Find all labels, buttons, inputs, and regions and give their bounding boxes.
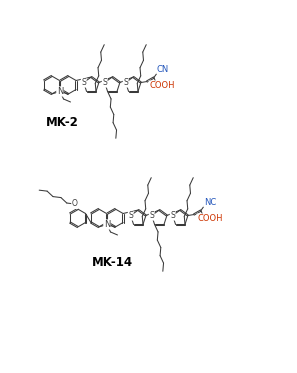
Text: S: S — [81, 78, 86, 87]
Text: S: S — [128, 211, 133, 220]
Text: S: S — [149, 211, 154, 220]
Text: O: O — [72, 200, 78, 209]
Text: S: S — [123, 78, 128, 87]
Text: COOH: COOH — [149, 81, 175, 90]
Text: MK-14: MK-14 — [91, 257, 132, 270]
Text: MK-2: MK-2 — [45, 116, 78, 129]
Text: NC: NC — [204, 198, 216, 207]
Text: S: S — [102, 78, 107, 87]
Text: COOH: COOH — [197, 214, 223, 223]
Text: N: N — [104, 220, 110, 229]
Text: N: N — [57, 87, 63, 96]
Text: CN: CN — [157, 65, 169, 73]
Text: S: S — [170, 211, 175, 220]
